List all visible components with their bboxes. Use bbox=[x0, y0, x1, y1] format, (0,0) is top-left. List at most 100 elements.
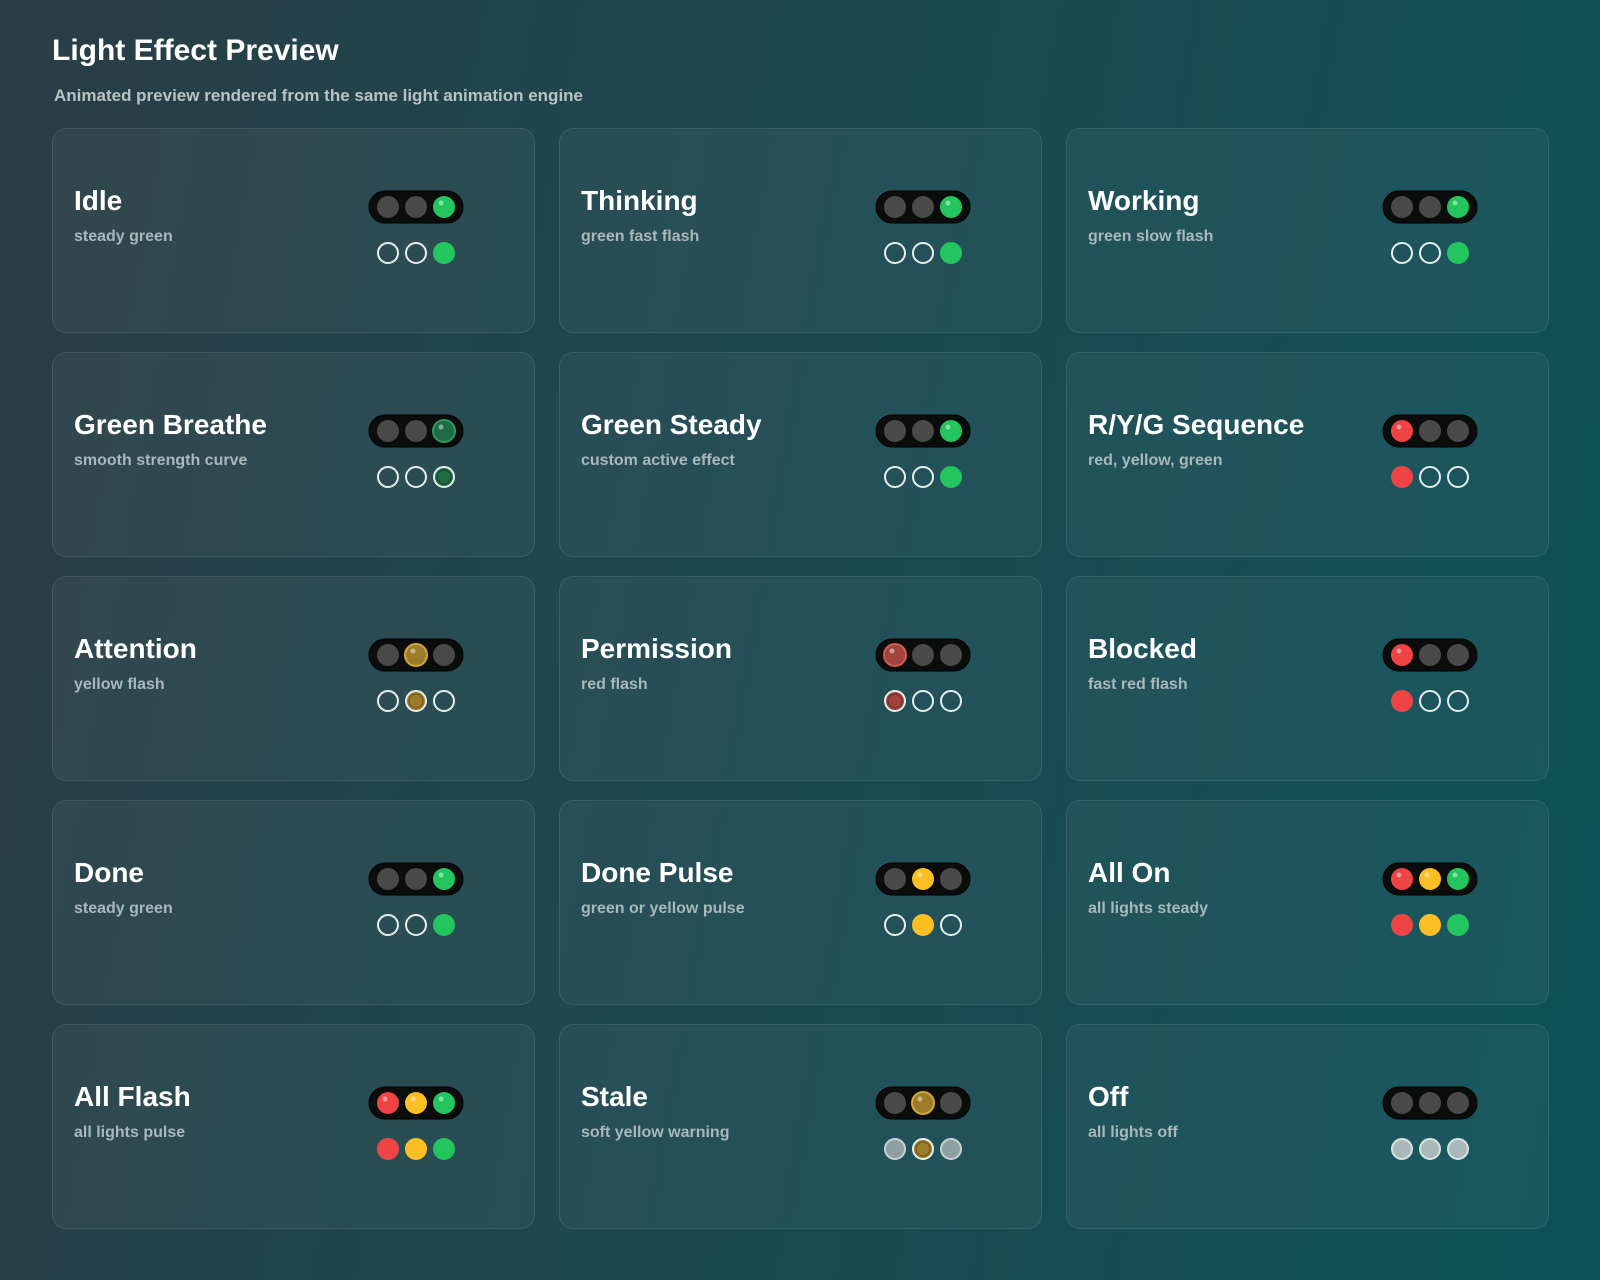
light-lamp bbox=[404, 643, 428, 667]
light-lamp bbox=[912, 196, 934, 218]
light-lamp bbox=[1447, 1092, 1469, 1114]
lamp-glint bbox=[917, 872, 923, 878]
effect-description: green slow flash bbox=[1088, 228, 1214, 245]
light-preview bbox=[368, 1086, 464, 1160]
light-lamp bbox=[1391, 196, 1413, 218]
light-indicator bbox=[1391, 690, 1413, 712]
light-indicator bbox=[940, 1138, 962, 1160]
light-indicator bbox=[377, 242, 399, 264]
light-indicator bbox=[1447, 1138, 1469, 1160]
light-lamp bbox=[377, 644, 399, 666]
light-indicator bbox=[884, 1138, 906, 1160]
light-lamp bbox=[940, 196, 962, 218]
light-lamp bbox=[884, 196, 906, 218]
light-indicator bbox=[377, 1138, 399, 1160]
light-indicator bbox=[1447, 466, 1469, 488]
light-indicator bbox=[433, 690, 455, 712]
light-indicator bbox=[1419, 1138, 1441, 1160]
effect-card: Working green slow flash bbox=[1066, 128, 1549, 333]
light-lamp bbox=[1391, 868, 1413, 890]
light-indicator bbox=[884, 466, 906, 488]
light-lamp bbox=[1419, 1092, 1441, 1114]
light-indicator bbox=[884, 242, 906, 264]
light-preview bbox=[875, 638, 971, 712]
light-indicator bbox=[433, 1138, 455, 1160]
effect-card: Thinking green fast flash bbox=[559, 128, 1042, 333]
light-lamp bbox=[884, 1092, 906, 1114]
light-lamp bbox=[884, 868, 906, 890]
light-indicator bbox=[1447, 690, 1469, 712]
light-lamp bbox=[1419, 868, 1441, 890]
light-lamp bbox=[1447, 868, 1469, 890]
light-lamp bbox=[405, 420, 427, 442]
effect-card: R/Y/G Sequence red, yellow, green bbox=[1066, 352, 1549, 557]
effect-description: red flash bbox=[581, 676, 648, 693]
lamp-glint bbox=[438, 424, 444, 430]
light-lamp bbox=[433, 868, 455, 890]
effect-card: Idle steady green bbox=[52, 128, 535, 333]
light-preview bbox=[1382, 638, 1478, 712]
effect-name: Working bbox=[1088, 185, 1200, 216]
effect-name: Done Pulse bbox=[581, 857, 734, 888]
light-lamp bbox=[1419, 644, 1441, 666]
effect-name: Off bbox=[1088, 1081, 1129, 1112]
effect-card: Done Pulse green or yellow pulse bbox=[559, 800, 1042, 1005]
light-lamp bbox=[912, 868, 934, 890]
effect-name: Stale bbox=[581, 1081, 648, 1112]
effect-description: red, yellow, green bbox=[1088, 452, 1223, 469]
light-lamp bbox=[377, 1092, 399, 1114]
light-lamp bbox=[940, 1092, 962, 1114]
effect-card: Permission red flash bbox=[559, 576, 1042, 781]
effect-name: Attention bbox=[74, 633, 197, 664]
light-lamp bbox=[433, 196, 455, 218]
lamp-glint bbox=[382, 1096, 388, 1102]
lamp-glint bbox=[438, 1096, 444, 1102]
light-lamp bbox=[405, 196, 427, 218]
effect-description: all lights off bbox=[1088, 1124, 1178, 1141]
effect-card: Green Breathe smooth strength curve bbox=[52, 352, 535, 557]
light-indicator bbox=[912, 466, 934, 488]
lamp-glint bbox=[438, 200, 444, 206]
effect-card: Green Steady custom active effect bbox=[559, 352, 1042, 557]
effect-card: Stale soft yellow warning bbox=[559, 1024, 1042, 1229]
effect-name: Done bbox=[74, 857, 144, 888]
effect-description: green or yellow pulse bbox=[581, 900, 745, 917]
effect-name: All On bbox=[1088, 857, 1171, 888]
light-lamp bbox=[940, 868, 962, 890]
light-indicator bbox=[405, 466, 427, 488]
light-indicator bbox=[1419, 914, 1441, 936]
effect-description: soft yellow warning bbox=[581, 1124, 730, 1141]
light-lamp bbox=[1419, 196, 1441, 218]
light-lamp bbox=[432, 419, 456, 443]
effect-name: Thinking bbox=[581, 185, 698, 216]
lamp-glint bbox=[410, 648, 416, 654]
effect-name: Permission bbox=[581, 633, 732, 664]
light-indicator bbox=[1391, 914, 1413, 936]
light-preview bbox=[875, 190, 971, 264]
light-lamp bbox=[405, 868, 427, 890]
light-indicator bbox=[1419, 466, 1441, 488]
effect-description: green fast flash bbox=[581, 228, 700, 245]
light-lamp bbox=[912, 420, 934, 442]
light-indicator bbox=[912, 914, 934, 936]
lamp-glint bbox=[410, 1096, 416, 1102]
lamp-glint bbox=[1396, 424, 1402, 430]
indicator-core bbox=[915, 1141, 931, 1157]
light-indicator bbox=[405, 1138, 427, 1160]
light-indicator bbox=[884, 914, 906, 936]
light-indicator bbox=[940, 914, 962, 936]
effect-card: Attention yellow flash bbox=[52, 576, 535, 781]
effect-name: Blocked bbox=[1088, 633, 1197, 664]
effect-card: Done steady green bbox=[52, 800, 535, 1005]
light-indicator bbox=[912, 242, 934, 264]
effect-name: Green Breathe bbox=[74, 409, 267, 440]
effect-name: Green Steady bbox=[581, 409, 762, 440]
light-preview bbox=[368, 414, 464, 488]
lamp-glint bbox=[945, 424, 951, 430]
light-preview bbox=[875, 1086, 971, 1160]
lamp-glint bbox=[1396, 872, 1402, 878]
effect-description: custom active effect bbox=[581, 452, 735, 469]
lamp-glint bbox=[1452, 200, 1458, 206]
light-lamp bbox=[884, 420, 906, 442]
indicator-core bbox=[408, 693, 424, 709]
